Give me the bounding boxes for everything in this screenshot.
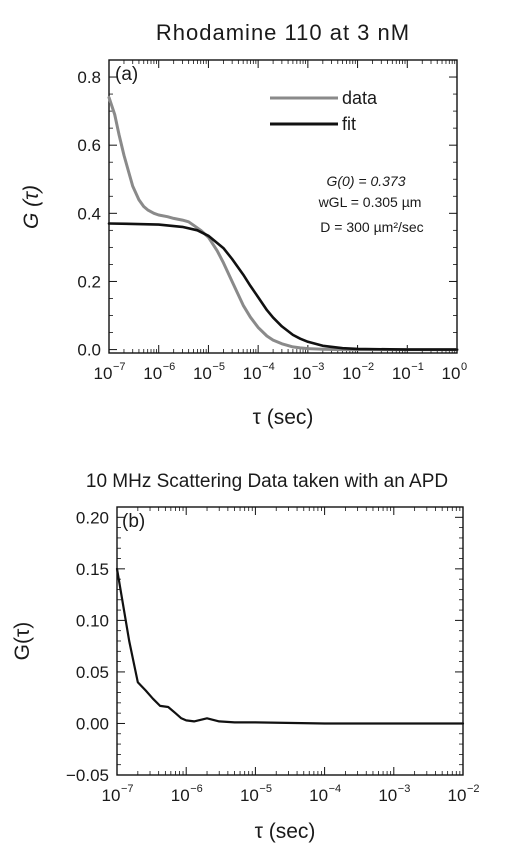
fit-series-line bbox=[107, 222, 459, 351]
svg-text:10: 10 bbox=[392, 364, 411, 383]
x-tick-label: 10 −6 bbox=[171, 783, 203, 805]
x-tick-label: 10 −1 bbox=[392, 361, 424, 383]
svg-text:−4: −4 bbox=[262, 361, 275, 373]
y-tick-label: −0.05 bbox=[66, 766, 109, 785]
x-tick-label: 10 −3 bbox=[292, 361, 324, 383]
svg-text:−4: −4 bbox=[329, 783, 342, 795]
chart-b-x-label: τ (sec) bbox=[255, 820, 316, 843]
y-tick-label: 0.4 bbox=[77, 204, 101, 223]
y-tick-label: 0.00 bbox=[76, 714, 109, 733]
x-tick-label: 10 −7 bbox=[102, 783, 134, 805]
svg-text:−2: −2 bbox=[467, 783, 480, 795]
annotation-g0: G(0) = 0.373 bbox=[327, 173, 406, 189]
svg-text:0: 0 bbox=[461, 361, 467, 373]
svg-text:10: 10 bbox=[378, 786, 397, 805]
svg-text:10: 10 bbox=[442, 364, 461, 383]
svg-text:−7: −7 bbox=[121, 783, 134, 795]
x-tick-label: 10 0 bbox=[442, 361, 468, 383]
svg-text:10: 10 bbox=[143, 364, 162, 383]
chart-a-y-label: G (τ) bbox=[20, 185, 43, 229]
chart-b-y-label: G(τ) bbox=[11, 622, 34, 661]
x-tick-label: 10 −6 bbox=[143, 361, 175, 383]
svg-text:−2: −2 bbox=[362, 361, 375, 373]
x-tick-label: 10 −7 bbox=[94, 361, 126, 383]
x-tick-label: 10 −4 bbox=[309, 783, 341, 805]
x-tick-label: 10 −2 bbox=[342, 361, 374, 383]
chart-b-ticks bbox=[116, 507, 464, 776]
chart-a-title: Rhodamine 110 at 3 nM bbox=[156, 20, 410, 45]
chart-a-x-label: τ (sec) bbox=[253, 406, 314, 429]
svg-text:−1: −1 bbox=[411, 361, 424, 373]
chart-a-plot-frame bbox=[108, 59, 458, 354]
svg-text:−3: −3 bbox=[312, 361, 325, 373]
x-tick-label: 10 −3 bbox=[378, 783, 410, 805]
svg-text:−3: −3 bbox=[398, 783, 411, 795]
y-tick-label: 0.0 bbox=[77, 341, 101, 360]
svg-text:10: 10 bbox=[243, 364, 262, 383]
y-tick-label: 0.8 bbox=[77, 68, 101, 87]
chart-b-x-tick-labels: 10 −7 10 −6 10 −5 10 −4 10 −3 10 −2 bbox=[102, 783, 480, 805]
chart-a-series bbox=[107, 96, 459, 352]
y-tick-label: 0.20 bbox=[76, 508, 109, 527]
chart-b-y-tick-labels: −0.05 0.00 0.05 0.10 0.15 0.20 bbox=[66, 508, 109, 785]
svg-text:10: 10 bbox=[309, 786, 328, 805]
y-tick-label: 0.05 bbox=[76, 663, 109, 682]
chart-b-plot-frame bbox=[116, 506, 464, 776]
svg-text:−6: −6 bbox=[163, 361, 176, 373]
x-tick-label: 10 −4 bbox=[243, 361, 275, 383]
y-tick-label: 0.6 bbox=[77, 136, 101, 155]
chart-a-x-tick-labels: 10 −7 10 −6 10 −5 10 −4 10 −3 10 −2 10 −1 10 0 bbox=[94, 361, 468, 383]
svg-text:10: 10 bbox=[240, 786, 259, 805]
chart-a-ticks bbox=[108, 60, 458, 353]
chart-a-panel-label: (a) bbox=[115, 64, 138, 85]
x-tick-label: 10 −2 bbox=[448, 783, 480, 805]
svg-text:10: 10 bbox=[102, 786, 121, 805]
legend-fit-label: fit bbox=[342, 114, 356, 134]
svg-text:−5: −5 bbox=[212, 361, 225, 373]
chart-b-panel-label: (b) bbox=[122, 511, 145, 532]
x-tick-label: 10 −5 bbox=[193, 361, 225, 383]
svg-text:−7: −7 bbox=[113, 361, 126, 373]
svg-text:10: 10 bbox=[171, 786, 190, 805]
annotation-wgl: wGL = 0.305 µm bbox=[318, 194, 422, 210]
y-tick-label: 0.2 bbox=[77, 272, 101, 291]
annotation-d: D = 300 µm²/sec bbox=[320, 219, 423, 235]
chart-b-series bbox=[115, 567, 465, 725]
legend-data-label: data bbox=[342, 88, 378, 108]
svg-text:10: 10 bbox=[94, 364, 113, 383]
svg-text:10: 10 bbox=[193, 364, 212, 383]
y-tick-label: 0.15 bbox=[76, 560, 109, 579]
y-tick-label: 0.10 bbox=[76, 611, 109, 630]
chart-b-title: 10 MHz Scattering Data taken with an APD bbox=[86, 471, 448, 492]
data-series-line bbox=[115, 567, 465, 725]
svg-text:−6: −6 bbox=[190, 783, 203, 795]
svg-text:10: 10 bbox=[448, 786, 467, 805]
chart-a-y-tick-labels: 0.0 0.2 0.4 0.6 0.8 bbox=[77, 68, 101, 360]
svg-text:10: 10 bbox=[342, 364, 361, 383]
x-tick-label: 10 −5 bbox=[240, 783, 272, 805]
svg-text:10: 10 bbox=[292, 364, 311, 383]
svg-text:−5: −5 bbox=[259, 783, 272, 795]
